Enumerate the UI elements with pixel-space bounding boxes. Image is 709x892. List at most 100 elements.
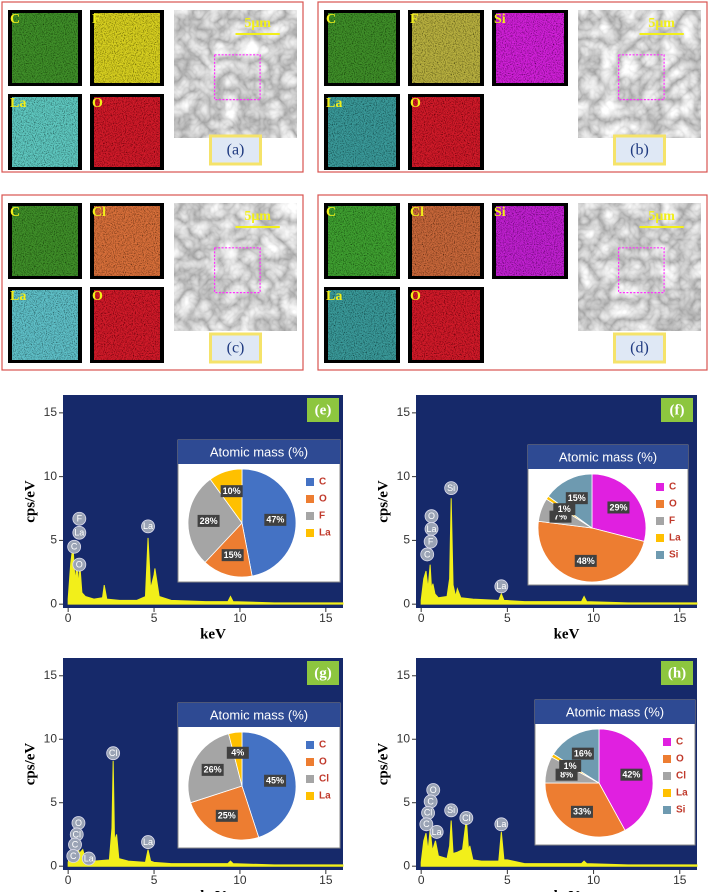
legend-swatch: [306, 775, 314, 783]
panel-label-box: [307, 398, 339, 422]
legend-swatch: [306, 741, 314, 749]
peak-label-bg: [141, 835, 155, 849]
element-map: [328, 206, 396, 276]
peak-label: C: [71, 542, 78, 552]
peak-label: C: [423, 819, 430, 829]
legend-label: O: [319, 757, 327, 768]
x-tick-label: 5: [151, 873, 158, 887]
panel-label-box: [209, 134, 262, 166]
y-axis-label: cps/eV: [375, 743, 391, 786]
element-map: [94, 206, 160, 276]
pie-label: 33%: [573, 807, 591, 817]
pie-title: Atomic mass (%): [210, 707, 308, 722]
pie-label-bg: [620, 768, 643, 781]
pie-label: 1%: [564, 761, 577, 771]
y-tick-label: 15: [44, 668, 58, 682]
x-tick-label: 15: [319, 611, 333, 625]
pie-label: 28%: [200, 516, 218, 526]
y-axis-label: cps/eV: [22, 743, 38, 786]
scale-label: 5μm: [648, 16, 675, 31]
pie-label: 7%: [554, 512, 567, 522]
peak-label: Si: [447, 805, 455, 815]
panel-label-box: [209, 332, 262, 364]
x-tick-label: 10: [587, 873, 601, 887]
element-label: C: [326, 12, 336, 27]
peak-label: F: [428, 537, 434, 547]
pie-label: 47%: [266, 515, 284, 525]
peak-label-bg: [67, 539, 82, 554]
legend-swatch: [663, 806, 671, 814]
y-tick-label: 10: [44, 731, 58, 745]
y-tick-label: 10: [44, 469, 58, 483]
x-tick-label: 10: [233, 611, 247, 625]
pie-label: 45%: [266, 776, 284, 786]
legend-label: La: [676, 788, 688, 799]
legend-label: F: [669, 516, 675, 527]
y-tick-label: 10: [397, 469, 411, 483]
y-tick-label: 0: [50, 596, 57, 610]
legend-swatch: [656, 534, 664, 542]
y-tick-label: 0: [403, 858, 410, 872]
peak-label: Si: [447, 483, 455, 493]
legend-swatch: [306, 529, 314, 537]
element-map: [328, 97, 396, 167]
legend-swatch: [306, 758, 314, 766]
peak-label: C: [70, 851, 77, 861]
legend-swatch: [656, 551, 664, 559]
x-tick-label: 10: [587, 611, 601, 625]
element-map: [328, 13, 396, 83]
peak-label: F: [77, 514, 83, 524]
pie-label: 8%: [560, 770, 573, 780]
y-tick-label: 5: [50, 795, 57, 809]
peak-label: Cl: [72, 829, 81, 839]
y-tick-label: 10: [397, 731, 411, 745]
pie-title: Atomic mass (%): [210, 444, 308, 459]
x-tick-label: 15: [673, 873, 687, 887]
element-label: O: [92, 289, 103, 304]
y-tick-label: 0: [50, 858, 57, 872]
element-map: [412, 206, 480, 276]
element-map: [12, 97, 78, 167]
pie-slice: [537, 520, 645, 583]
pie-header: [535, 700, 695, 724]
x-tick-label: 5: [504, 873, 511, 887]
panel-label: (a): [227, 142, 245, 159]
peak-label-bg: [444, 481, 459, 496]
element-map: [12, 206, 78, 276]
peak-label-bg: [72, 525, 87, 540]
element-label: Cl: [92, 205, 106, 220]
panel-label: (e): [315, 402, 332, 418]
pie-label-bg: [565, 492, 588, 505]
pie-label-bg: [264, 774, 287, 787]
pie-label-bg: [215, 809, 238, 822]
pie-label-bg: [220, 485, 243, 498]
legend-swatch: [663, 738, 671, 746]
pie-label: 15%: [568, 493, 586, 503]
legend-label: C: [319, 740, 326, 751]
element-label: Si: [494, 205, 506, 220]
element-label: Cl: [410, 205, 424, 220]
pie-label-bg: [226, 746, 249, 759]
legend-swatch: [656, 500, 664, 508]
pie-label-bg: [197, 514, 220, 527]
element-label: O: [410, 289, 421, 304]
element-label: O: [92, 96, 103, 111]
peak-label: La: [496, 819, 506, 829]
peak-label: Cl: [424, 808, 433, 818]
panel-label: (h): [668, 665, 686, 681]
legend-label: La: [669, 533, 681, 544]
peak-label: La: [74, 528, 84, 538]
x-axis-label: keV: [554, 888, 580, 892]
legend-swatch: [663, 755, 671, 763]
pie-label-bg: [607, 501, 630, 514]
x-tick-label: 0: [418, 873, 425, 887]
peak-label-bg: [72, 511, 87, 526]
element-label: F: [410, 12, 419, 27]
y-tick-label: 5: [403, 533, 410, 547]
panel-label-box: [661, 661, 693, 685]
panel-label: (c): [227, 340, 245, 357]
peak-label-bg: [423, 534, 438, 549]
x-tick-label: 10: [233, 873, 247, 887]
selection-box: [617, 247, 665, 294]
legend-label: Si: [676, 805, 686, 816]
